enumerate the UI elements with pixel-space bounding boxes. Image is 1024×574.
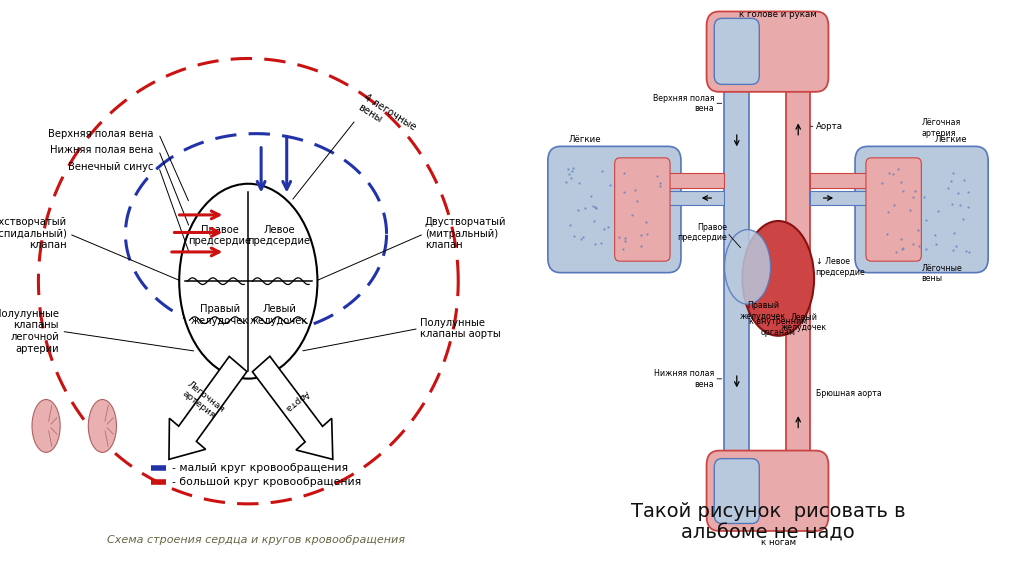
Text: Двустворчатый
(митральный)
клапан: Двустворчатый (митральный) клапан [425,217,507,250]
Bar [668,191,725,205]
FancyBboxPatch shape [866,158,922,261]
Bar [811,173,868,188]
Text: 4 легочные
вены: 4 легочные вены [356,92,418,142]
Text: Лёгочная
артерия: Лёгочная артерия [922,118,961,138]
Text: - малый круг кровообращения: - малый круг кровообращения [172,463,347,473]
FancyBboxPatch shape [707,11,828,92]
Text: Аорта: Аорта [284,389,310,413]
Text: Такой рисунок  рисовать в
альбоме не надо: Такой рисунок рисовать в альбоме не надо [631,502,905,543]
FancyBboxPatch shape [855,146,988,273]
FancyBboxPatch shape [707,451,828,531]
FancyBboxPatch shape [715,459,760,523]
FancyBboxPatch shape [548,146,681,273]
Text: - большой круг кровообращения: - большой круг кровообращения [172,476,360,487]
Text: Нижняя полая вена: Нижняя полая вена [50,145,154,156]
Text: Венечный синус: Венечный синус [69,162,154,172]
Text: к голове и рукам: к голове и рукам [739,10,817,19]
Text: Брюшная аорта: Брюшная аорта [815,389,882,398]
Ellipse shape [179,184,317,379]
Polygon shape [169,356,247,459]
Text: Левый
желудочек: Левый желудочек [250,304,308,326]
FancyBboxPatch shape [715,18,760,84]
Bar [811,191,868,205]
Bar [786,75,811,476]
Bar [725,75,750,476]
Polygon shape [252,356,333,459]
Text: Правый
желудочек: Правый желудочек [739,301,786,321]
Text: Нижняя полая
вена: Нижняя полая вена [654,369,715,389]
Text: Лёгкие: Лёгкие [935,134,968,144]
Text: Правое
предсердие: Правое предсердие [677,223,727,242]
Text: Правый
желудочек: Правый желудочек [190,304,250,326]
Text: Верхняя полая
вена: Верхняя полая вена [652,94,715,113]
Text: Легочная
артерия: Легочная артерия [178,379,226,422]
Text: Схема строения сердца и кругов кровообращения: Схема строения сердца и кругов кровообра… [106,535,406,545]
Text: к внутренним
органам: к внутренним органам [750,317,807,337]
Text: Полулунные
клапаны
легочной
артерии: Полулунные клапаны легочной артерии [0,309,59,354]
Ellipse shape [725,230,770,304]
Text: Аорта: Аорта [815,122,843,131]
Text: Правое
предсердие: Правое предсердие [188,224,252,246]
Text: Полулунные
клапаны аорты: Полулунные клапаны аорты [420,317,501,339]
Text: Левое
предсердие: Левое предсердие [248,224,310,246]
FancyBboxPatch shape [614,158,670,261]
Text: Лёгкие: Лёгкие [568,134,601,144]
Text: Верхняя полая вена: Верхняя полая вена [48,129,154,139]
Text: Трёхстворчатый
(трикуспидальный)
клапан: Трёхстворчатый (трикуспидальный) клапан [0,217,67,250]
Text: к ногам: к ногам [761,538,796,547]
Text: Лёгочные
вены: Лёгочные вены [922,264,963,284]
Text: ↓ Левое
предсердие: ↓ Левое предсердие [815,257,865,277]
Text: Левый
желудочек: Левый желудочек [780,313,827,332]
Ellipse shape [32,400,60,452]
Bar [668,173,725,188]
Ellipse shape [88,400,117,452]
Ellipse shape [742,221,814,336]
